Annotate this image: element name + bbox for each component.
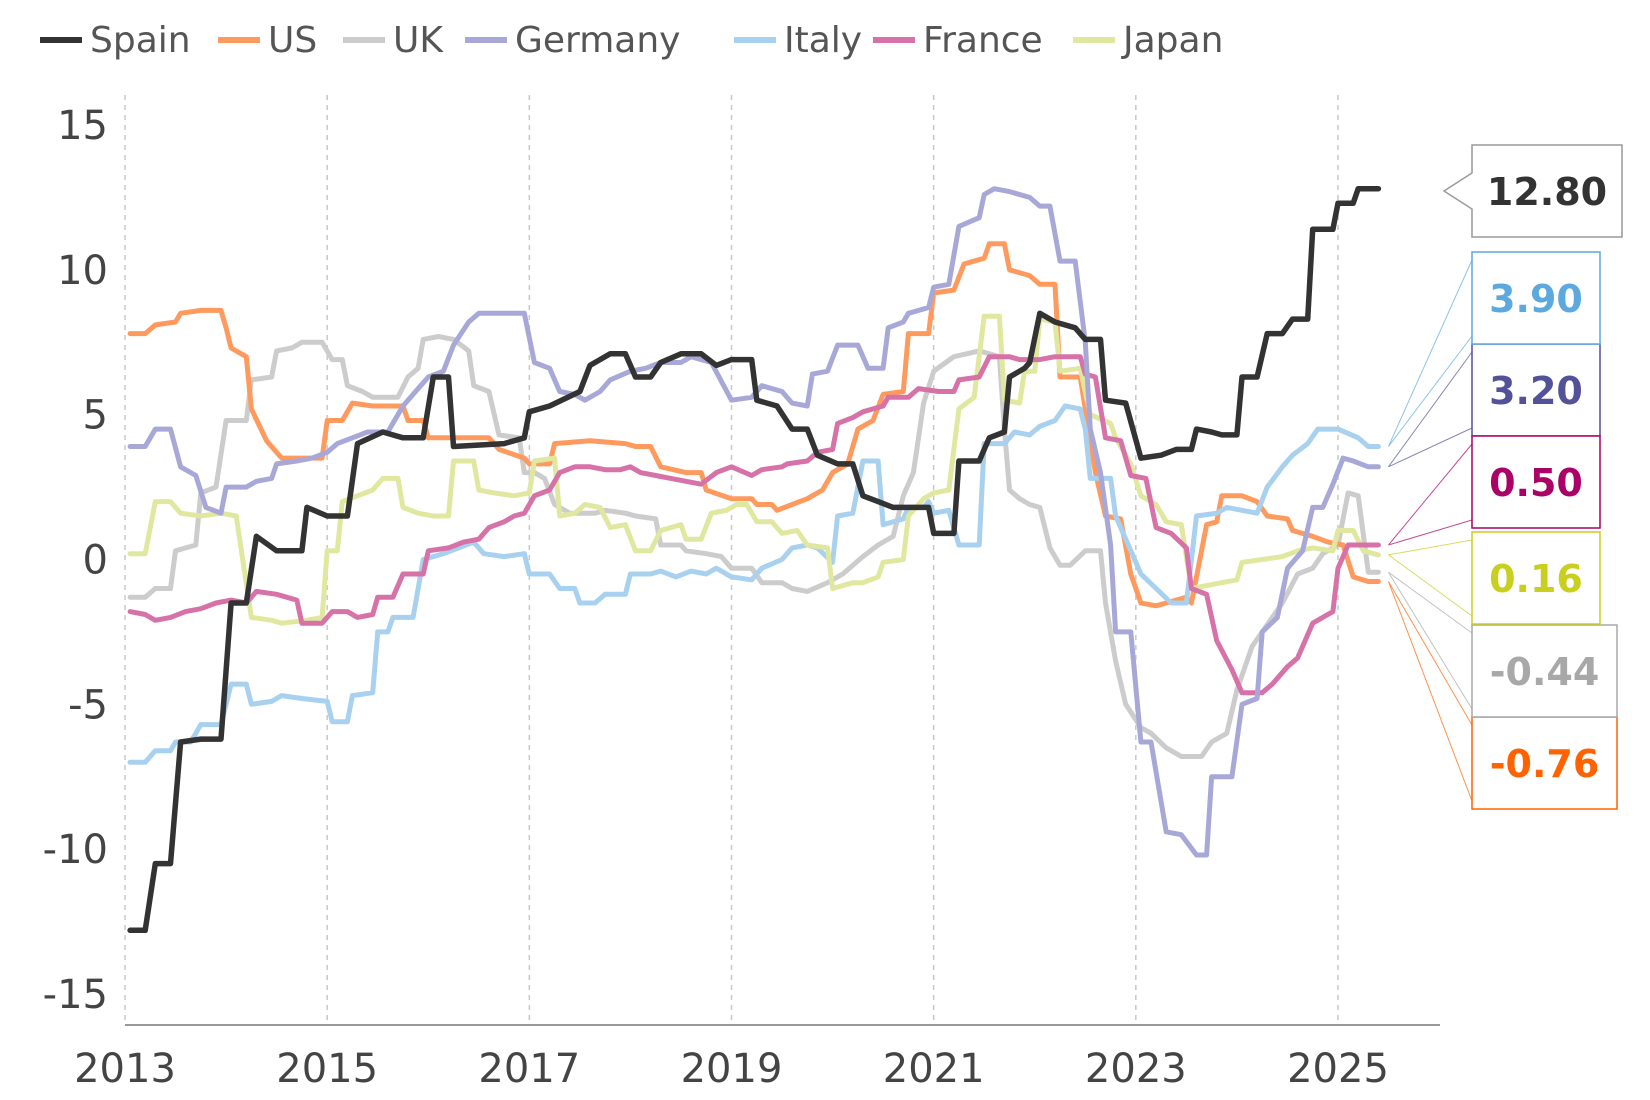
end-label-box	[1471, 624, 1618, 718]
x-tick-label: 2021	[883, 1046, 985, 1092]
legend-item-japan: Japan	[1073, 20, 1223, 61]
y-tick-label: 10	[57, 248, 108, 294]
end-label-france: 0.50	[1388, 435, 1601, 546]
series-lines	[127, 185, 1382, 934]
x-tick-label: 2015	[276, 1046, 378, 1092]
series-line-uk	[127, 334, 1381, 759]
legend-label: Japan	[1121, 20, 1223, 61]
x-tick-label: 2017	[478, 1046, 580, 1092]
legend-item-spain: Spain	[40, 20, 191, 61]
legend-label: US	[268, 20, 317, 61]
end-label-value: 3.90	[1489, 277, 1583, 321]
legend-label: Germany	[515, 20, 680, 61]
end-label-us: -0.76	[1387, 581, 1618, 810]
end-label-connector	[1387, 259, 1473, 447]
legend-label: Italy	[784, 20, 862, 61]
end-label-connector	[1387, 581, 1473, 802]
end-label-value: 0.16	[1489, 557, 1583, 601]
grid	[124, 95, 1339, 1025]
end-label-box	[1471, 531, 1601, 625]
y-tick-label: 15	[57, 103, 108, 149]
legend-item-germany: Germany	[465, 20, 680, 61]
series-line-germany	[127, 186, 1381, 858]
end-label-box	[1471, 716, 1618, 810]
y-tick-label: 5	[83, 393, 108, 439]
end-label-connector	[1388, 571, 1473, 710]
y-tick-label: -10	[43, 827, 108, 873]
series-line-italy	[127, 403, 1381, 765]
x-tick-label: 2013	[74, 1046, 176, 1092]
end-label-value: 0.50	[1489, 461, 1583, 505]
end-label-connector	[1388, 443, 1473, 546]
end-label-value: 12.80	[1487, 170, 1607, 214]
series-line-france	[127, 354, 1381, 696]
legend-item-italy: Italy	[734, 20, 862, 61]
end-label-connector	[1388, 351, 1473, 468]
end-label-value: 3.20	[1489, 369, 1583, 413]
end-label-japan: 0.16	[1388, 531, 1601, 625]
x-tick-label: 2023	[1085, 1046, 1187, 1092]
axes: 2013 2015 2017 2019 2021 2023 2025 15 10 5 0 -5 -10 -…	[43, 103, 1440, 1092]
legend-label: France	[923, 20, 1043, 61]
y-tick-label: -5	[68, 682, 108, 728]
end-label-box	[1442, 144, 1623, 238]
legend: Spain US UK Germany Italy France Japan	[40, 20, 1223, 61]
end-label-value: -0.76	[1490, 742, 1600, 786]
series-line-japan	[127, 313, 1381, 626]
legend-item-uk: UK	[343, 20, 444, 61]
legend-label: Spain	[90, 20, 191, 61]
end-label-box	[1471, 251, 1601, 345]
y-tick-label: -15	[43, 972, 108, 1018]
legend-item-france: France	[873, 20, 1043, 61]
end-label-connector	[1388, 539, 1473, 617]
legend-label: UK	[393, 20, 444, 61]
end-label-italy: 3.90	[1387, 251, 1601, 447]
end-label-uk: -0.44	[1388, 571, 1618, 718]
end-label-spain: 12.80	[1442, 144, 1623, 238]
series-line-spain	[127, 185, 1382, 934]
end-label-value: -0.44	[1490, 650, 1600, 694]
x-tick-label: 2019	[681, 1046, 783, 1092]
y-tick-label: 0	[83, 538, 108, 584]
end-label-box	[1471, 435, 1601, 529]
legend-item-us: US	[218, 20, 317, 61]
x-tick-label: 2025	[1287, 1046, 1389, 1092]
end-labels: 12.80 -0.76 -0.44 3.20 3.90 0.50 0.16	[1387, 144, 1623, 810]
